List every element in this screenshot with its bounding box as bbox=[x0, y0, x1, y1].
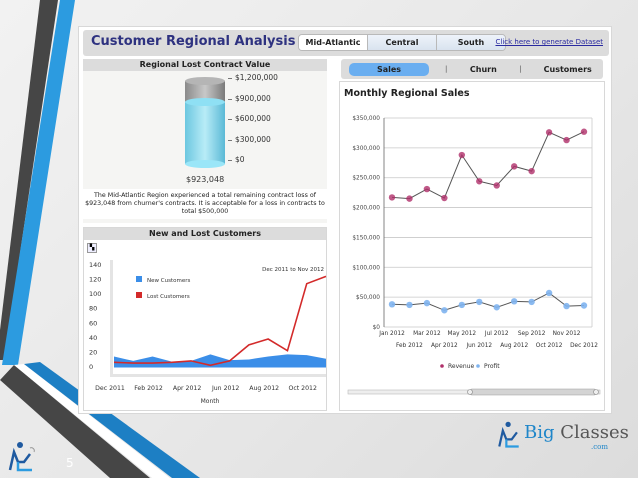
tab-churn[interactable]: Churn bbox=[469, 64, 497, 74]
svg-text:120: 120 bbox=[89, 276, 101, 284]
generate-dataset-link[interactable]: Click here to generate Dataset bbox=[495, 38, 603, 46]
svg-text:$200,000: $200,000 bbox=[352, 206, 380, 212]
region-tabs: Mid-Atlantic Central South bbox=[298, 34, 506, 51]
tab-mid-atlantic[interactable]: Mid-Atlantic bbox=[299, 35, 368, 50]
svg-text:80: 80 bbox=[89, 305, 97, 313]
axis-tick: $300,000 bbox=[228, 135, 278, 156]
svg-text:May 2012: May 2012 bbox=[448, 331, 477, 337]
brand-suffix: .com bbox=[591, 443, 608, 451]
svg-text:Dec 2012: Dec 2012 bbox=[570, 343, 598, 349]
axis-tick: $600,000 bbox=[228, 114, 278, 135]
brand-name-classes: Classes bbox=[554, 422, 629, 443]
svg-text:40: 40 bbox=[89, 334, 97, 342]
range-slider-thumb[interactable] bbox=[469, 388, 597, 396]
monthly-sales-chart: $0 $50,000 $100,000 $150,000 $200,000 $250,00… bbox=[347, 116, 601, 396]
customers-panel: New and Lost Customers ▚ 0 20 40 60 80 100 120… bbox=[83, 227, 327, 411]
sales-tabs: Sales | Churn | Customers bbox=[341, 59, 603, 79]
svg-text:$50,000: $50,000 bbox=[356, 295, 380, 301]
svg-text:Profit: Profit bbox=[484, 363, 500, 370]
brand-name: Big Classes bbox=[524, 422, 629, 443]
svg-text:Oct 2012: Oct 2012 bbox=[289, 385, 317, 392]
lost-contract-note: The Mid-Atlantic Region experienced a to… bbox=[83, 189, 327, 219]
svg-text:Mar 2012: Mar 2012 bbox=[413, 331, 441, 337]
axis-tick: $900,000 bbox=[228, 94, 278, 115]
svg-text:Apr 2012: Apr 2012 bbox=[173, 385, 201, 392]
brand-logo: Big Classes .com bbox=[494, 418, 629, 458]
svg-text:Aug 2012: Aug 2012 bbox=[500, 343, 528, 349]
svg-text:100: 100 bbox=[89, 290, 101, 298]
cylinder-gauge bbox=[185, 77, 225, 168]
svg-text:Lost Customers: Lost Customers bbox=[147, 294, 190, 300]
svg-text:Jun 2012: Jun 2012 bbox=[211, 385, 239, 392]
svg-text:$150,000: $150,000 bbox=[352, 235, 380, 241]
sales-chart-box: $0 $50,000 $100,000 $150,000 $200,000 $250,00… bbox=[339, 81, 605, 411]
tab-sales[interactable]: Sales bbox=[349, 62, 429, 76]
axis-tick: $1,200,000 bbox=[228, 73, 278, 94]
svg-text:Dec 2011 to Nov 2012: Dec 2011 to Nov 2012 bbox=[262, 267, 324, 273]
axis-tick: $0 bbox=[228, 155, 278, 176]
svg-text:$300,000: $300,000 bbox=[352, 146, 380, 152]
svg-text:Dec 2011: Dec 2011 bbox=[95, 385, 125, 392]
svg-text:$350,000: $350,000 bbox=[352, 116, 380, 122]
svg-text:Jan 2012: Jan 2012 bbox=[378, 331, 405, 337]
svg-text:20: 20 bbox=[89, 348, 97, 356]
page-title: Customer Regional Analysis bbox=[91, 34, 296, 49]
sales-chart-title: Monthly Regional Sales bbox=[344, 88, 470, 99]
bigclasses-logo-icon bbox=[8, 442, 35, 472]
sales-panel: Sales | Churn | Customers $0 $50,000 $100,… bbox=[335, 59, 609, 411]
dashboard-header: Customer Regional Analysis Mid-Atlantic … bbox=[83, 30, 609, 56]
svg-text:Feb 2012: Feb 2012 bbox=[396, 343, 423, 349]
svg-text:Revenue: Revenue bbox=[448, 363, 474, 370]
bigclasses-logo-icon bbox=[498, 421, 519, 448]
lost-contract-panel: Regional Lost Contract Value $1,200,000 … bbox=[83, 59, 327, 223]
tab-separator: | bbox=[519, 65, 522, 73]
range-slider-handle-left[interactable] bbox=[467, 389, 473, 395]
svg-text:Sep 2012: Sep 2012 bbox=[518, 331, 546, 337]
lost-contract-value: $923,048 bbox=[186, 175, 225, 184]
svg-text:Jun 2012: Jun 2012 bbox=[465, 343, 492, 349]
svg-text:New Customers: New Customers bbox=[147, 278, 190, 284]
svg-text:Oct 2012: Oct 2012 bbox=[536, 343, 563, 349]
customers-title: New and Lost Customers bbox=[84, 228, 326, 240]
cylinder-axis: $1,200,000 $900,000 $600,000 $300,000 $0 bbox=[228, 73, 278, 176]
chart-options-icon[interactable]: ▚ bbox=[87, 243, 97, 253]
svg-text:Nov 2012: Nov 2012 bbox=[553, 331, 581, 337]
svg-text:Month: Month bbox=[201, 398, 220, 405]
lost-contract-title: Regional Lost Contract Value bbox=[83, 59, 327, 71]
range-slider-handle-right[interactable] bbox=[593, 389, 599, 395]
svg-text:$100,000: $100,000 bbox=[352, 265, 380, 271]
svg-text:$0: $0 bbox=[373, 325, 381, 331]
svg-text:0: 0 bbox=[89, 363, 93, 371]
tab-separator: | bbox=[445, 65, 448, 73]
tab-customers[interactable]: Customers bbox=[543, 64, 592, 74]
svg-text:Jul 2012: Jul 2012 bbox=[484, 331, 509, 337]
tab-south[interactable]: South bbox=[437, 35, 505, 50]
svg-text:$250,000: $250,000 bbox=[352, 176, 380, 182]
brand-name-big: Big bbox=[524, 422, 555, 443]
svg-text:Aug 2012: Aug 2012 bbox=[249, 385, 279, 392]
dashboard-window: Customer Regional Analysis Mid-Atlantic … bbox=[78, 26, 612, 414]
svg-text:Apr 2012: Apr 2012 bbox=[431, 343, 458, 349]
svg-text:Feb 2012: Feb 2012 bbox=[134, 385, 163, 392]
slide-number: 5 bbox=[66, 456, 74, 470]
svg-text:60: 60 bbox=[89, 319, 97, 327]
svg-text:140: 140 bbox=[89, 261, 101, 269]
tab-central[interactable]: Central bbox=[368, 35, 437, 50]
customers-chart: 0 20 40 60 80 100 120 140 Dec 2011 Feb 2012 Apr 20… bbox=[89, 260, 327, 405]
